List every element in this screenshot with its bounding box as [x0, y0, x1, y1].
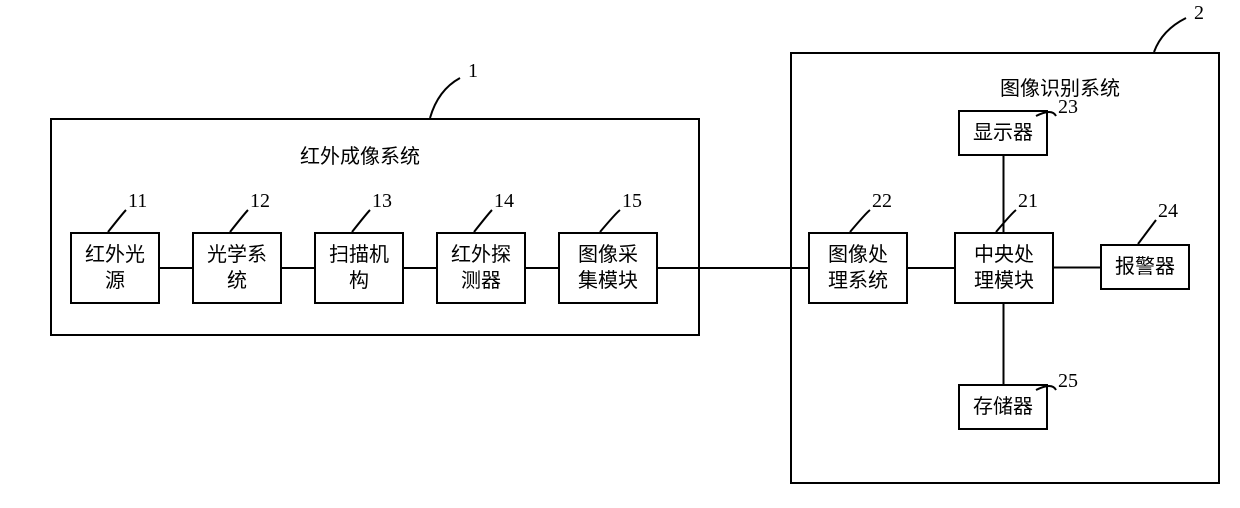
node-24: 报警器 — [1100, 244, 1190, 290]
node-14: 红外探测器 — [436, 232, 526, 304]
node-22: 图像处理系统 — [808, 232, 908, 304]
node-num-23: 23 — [1058, 96, 1078, 119]
system-num-left: 1 — [468, 60, 478, 83]
node-num-12: 12 — [250, 190, 270, 213]
node-13: 扫描机构 — [314, 232, 404, 304]
node-num-22: 22 — [872, 190, 892, 213]
node-23: 显示器 — [958, 110, 1048, 156]
node-num-13: 13 — [372, 190, 392, 213]
system-num-right: 2 — [1194, 2, 1204, 25]
diagram-canvas: 红外成像系统 1 图像识别系统 2 红外光源 11 光学系统 12 扫描机构 1… — [0, 0, 1240, 508]
node-num-14: 14 — [494, 190, 514, 213]
node-num-24: 24 — [1158, 200, 1178, 223]
node-12: 光学系统 — [192, 232, 282, 304]
node-11: 红外光源 — [70, 232, 160, 304]
node-num-15: 15 — [622, 190, 642, 213]
node-15: 图像采集模块 — [558, 232, 658, 304]
node-21: 中央处理模块 — [954, 232, 1054, 304]
node-num-25: 25 — [1058, 370, 1078, 393]
node-25: 存储器 — [958, 384, 1048, 430]
system-title-left: 红外成像系统 — [300, 140, 420, 169]
node-num-21: 21 — [1018, 190, 1038, 213]
node-num-11: 11 — [128, 190, 147, 213]
